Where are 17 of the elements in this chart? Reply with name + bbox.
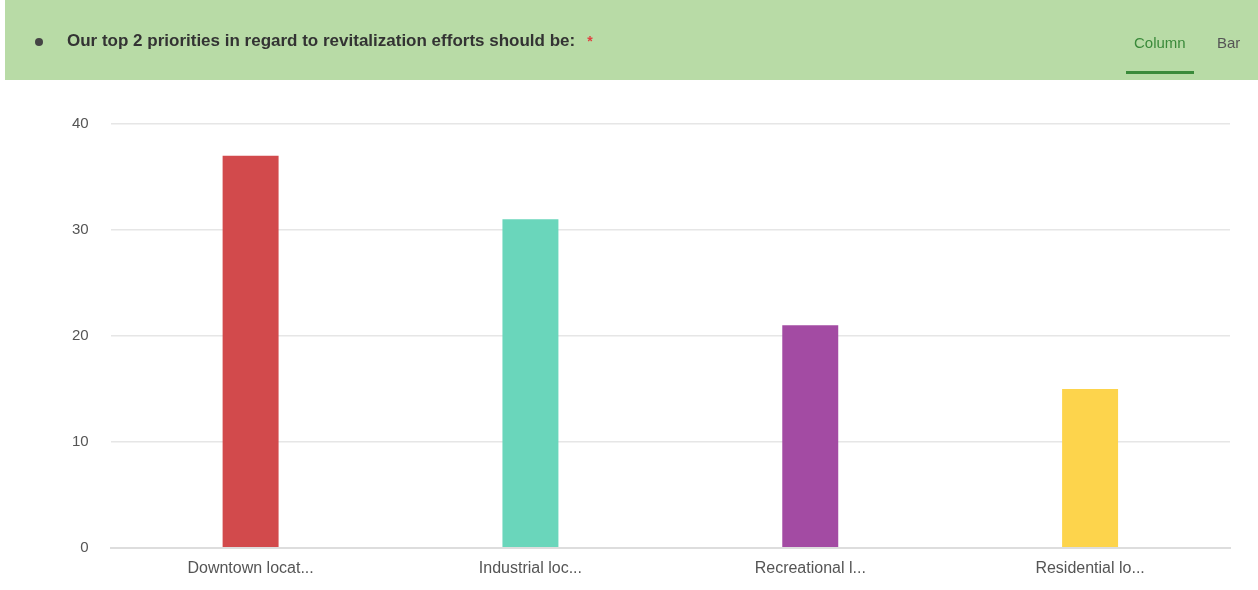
bar bbox=[502, 219, 559, 548]
text: Column bbox=[1126, 34, 1194, 74]
x-tick-label: Downtown locat... bbox=[187, 558, 314, 576]
y-tick-label: 0 bbox=[80, 537, 89, 555]
bar bbox=[782, 325, 839, 548]
text: * bbox=[587, 33, 593, 49]
bar bbox=[222, 155, 279, 548]
text: Bar bbox=[1217, 34, 1241, 51]
y-tick-label: 40 bbox=[72, 114, 89, 132]
y-tick-label: 20 bbox=[72, 326, 89, 344]
x-tick-label: Residential lo... bbox=[1035, 558, 1145, 576]
y-tick-label: 30 bbox=[72, 220, 89, 238]
bar bbox=[1062, 388, 1119, 548]
y-tick-label: 10 bbox=[72, 431, 89, 449]
x-tick-label: Recreational l... bbox=[754, 558, 866, 576]
chart-title: Our top 2 priorities in regard to revitalization efforts should be: bbox=[67, 31, 576, 50]
x-tick-label: Industrial loc... bbox=[478, 558, 583, 576]
